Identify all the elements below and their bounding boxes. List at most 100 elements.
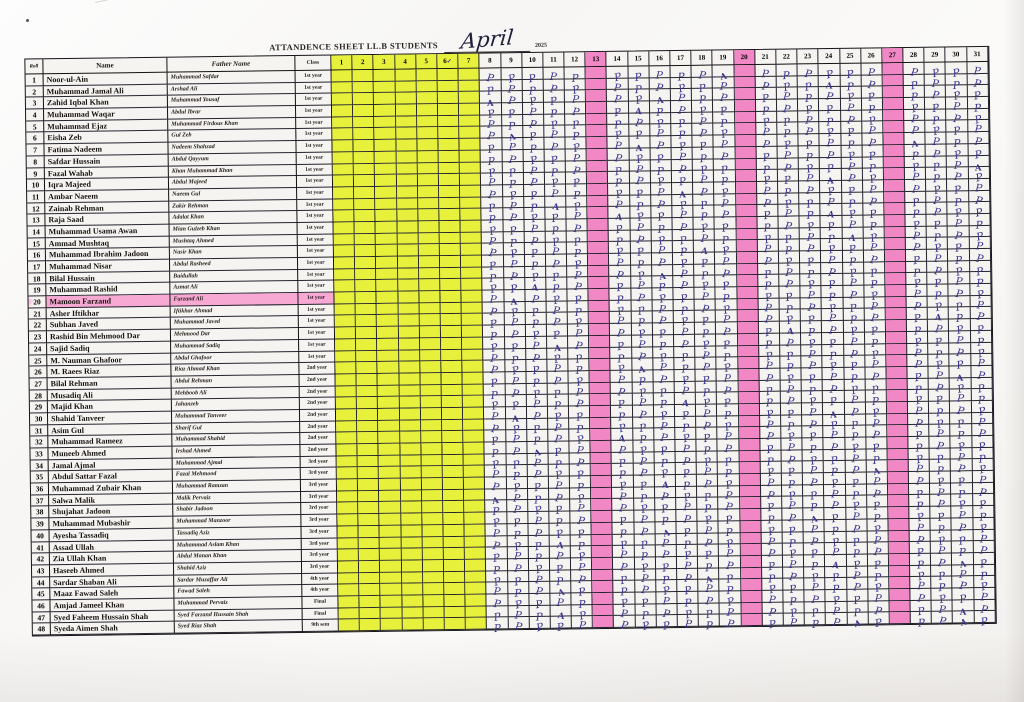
attendance-cell	[586, 90, 608, 103]
attendance-cell: P	[485, 500, 507, 519]
attendance-cell: P	[480, 126, 502, 143]
attendance-cell: P	[947, 190, 969, 209]
present-mark: P	[768, 618, 778, 632]
roll-cell: 3	[25, 97, 45, 110]
attendance-cell: P	[609, 277, 632, 295]
attendance-cell	[378, 431, 400, 444]
attendance-cell: P	[866, 472, 888, 488]
attendance-cell: P	[925, 85, 947, 102]
attendance-cell	[377, 350, 399, 363]
attendance-cell	[589, 382, 612, 395]
attendance-cell: P	[567, 289, 589, 307]
class-cell: 1st year	[298, 280, 335, 294]
attendance-cell: P	[845, 472, 867, 490]
attendance-cell: P	[655, 545, 677, 562]
attendance-cell: P	[719, 579, 741, 597]
attendance-cell	[887, 460, 909, 473]
attendance-cell: P	[566, 195, 588, 213]
attendance-cell	[419, 279, 441, 292]
attendance-cell	[587, 218, 610, 231]
attendance-cell: P	[608, 148, 630, 165]
attendance-cell: P	[568, 347, 590, 365]
attendance-cell: A	[654, 475, 676, 491]
attendance-cell	[888, 542, 910, 555]
attendance-cell: P	[634, 568, 657, 585]
attendance-cell: P	[843, 355, 866, 373]
attendance-cell: P	[486, 559, 508, 577]
attendance-cell: P	[801, 367, 823, 386]
attendance-cell	[437, 68, 459, 81]
attendance-cell: P	[926, 167, 948, 186]
attendance-cell: P	[908, 425, 930, 443]
attendance-cell: P	[480, 103, 502, 121]
attendance-cell: P	[650, 171, 673, 189]
attendance-cell	[735, 170, 757, 183]
attendance-cell: P	[501, 68, 523, 86]
attendance-cell: P	[479, 68, 502, 85]
attendance-cell: P	[568, 382, 591, 399]
attendance-cell: P	[675, 428, 697, 446]
attendance-cell: A	[608, 206, 631, 224]
present-mark: P	[811, 618, 820, 632]
attendance-cell	[399, 396, 421, 409]
attendance-cell	[356, 362, 378, 375]
attendance-cell: P	[565, 113, 587, 132]
attendance-cell: P	[545, 219, 567, 237]
roll-cell: 18	[28, 272, 47, 285]
attendance-cell	[418, 244, 440, 257]
attendance-cell: P	[755, 111, 778, 129]
attendance-cell: P	[802, 473, 825, 490]
attendance-cell	[418, 267, 441, 280]
attendance-cell: P	[677, 591, 699, 610]
day-header: 29	[924, 47, 946, 63]
attendance-cell: P	[779, 286, 801, 304]
attendance-cell	[399, 373, 421, 386]
attendance-cell	[417, 186, 440, 198]
attendance-cell: P	[653, 369, 675, 387]
attendance-cell	[335, 374, 357, 387]
attendance-cell	[590, 417, 612, 430]
attendance-cell	[420, 419, 443, 432]
attendance-cell: P	[650, 182, 673, 199]
attendance-cell: P	[677, 603, 699, 621]
day-header: 5	[416, 54, 438, 70]
attendance-cell: P	[801, 391, 824, 409]
attendance-cell	[353, 140, 375, 153]
attendance-cell: P	[524, 266, 547, 284]
attendance-cell	[402, 618, 424, 631]
attendance-cell	[417, 139, 439, 152]
attendance-cell: P	[565, 137, 587, 155]
attendance-cell	[380, 537, 402, 550]
attendance-cell	[354, 198, 376, 211]
attendance-cell: P	[905, 249, 928, 267]
attendance-cell: P	[671, 112, 693, 130]
attendance-cell: P	[673, 276, 695, 293]
attendance-cell: P	[671, 124, 693, 142]
day-header: 6✓	[437, 53, 459, 70]
class-header: Class	[295, 55, 332, 71]
attendance-cell	[884, 214, 906, 227]
attendance-cell: P	[632, 393, 654, 409]
attendance-cell: P	[823, 461, 846, 479]
attendance-cell: P	[761, 532, 783, 548]
attendance-cell: P	[904, 156, 927, 174]
attendance-cell: P	[780, 379, 802, 396]
attendance-cell	[374, 151, 397, 164]
attendance-cell: P	[906, 296, 928, 313]
attendance-cell: P	[675, 451, 697, 468]
attendance-cell	[374, 93, 396, 106]
attendance-cell	[589, 370, 612, 383]
attendance-cell: P	[947, 179, 969, 197]
attendance-cell: P	[972, 470, 994, 487]
attendance-cell: P	[967, 120, 990, 136]
attendance-cell: P	[526, 359, 548, 378]
attendance-cell: P	[698, 556, 720, 574]
attendance-cell: P	[503, 266, 525, 283]
attendance-cell	[588, 277, 610, 290]
attendance-cell: P	[862, 156, 884, 175]
attendance-cell: P	[485, 524, 508, 540]
attendance-cell: P	[759, 356, 781, 373]
attendance-cell: P	[906, 284, 928, 301]
attendance-cell: P	[757, 263, 780, 281]
attendance-cell: P	[526, 383, 548, 401]
